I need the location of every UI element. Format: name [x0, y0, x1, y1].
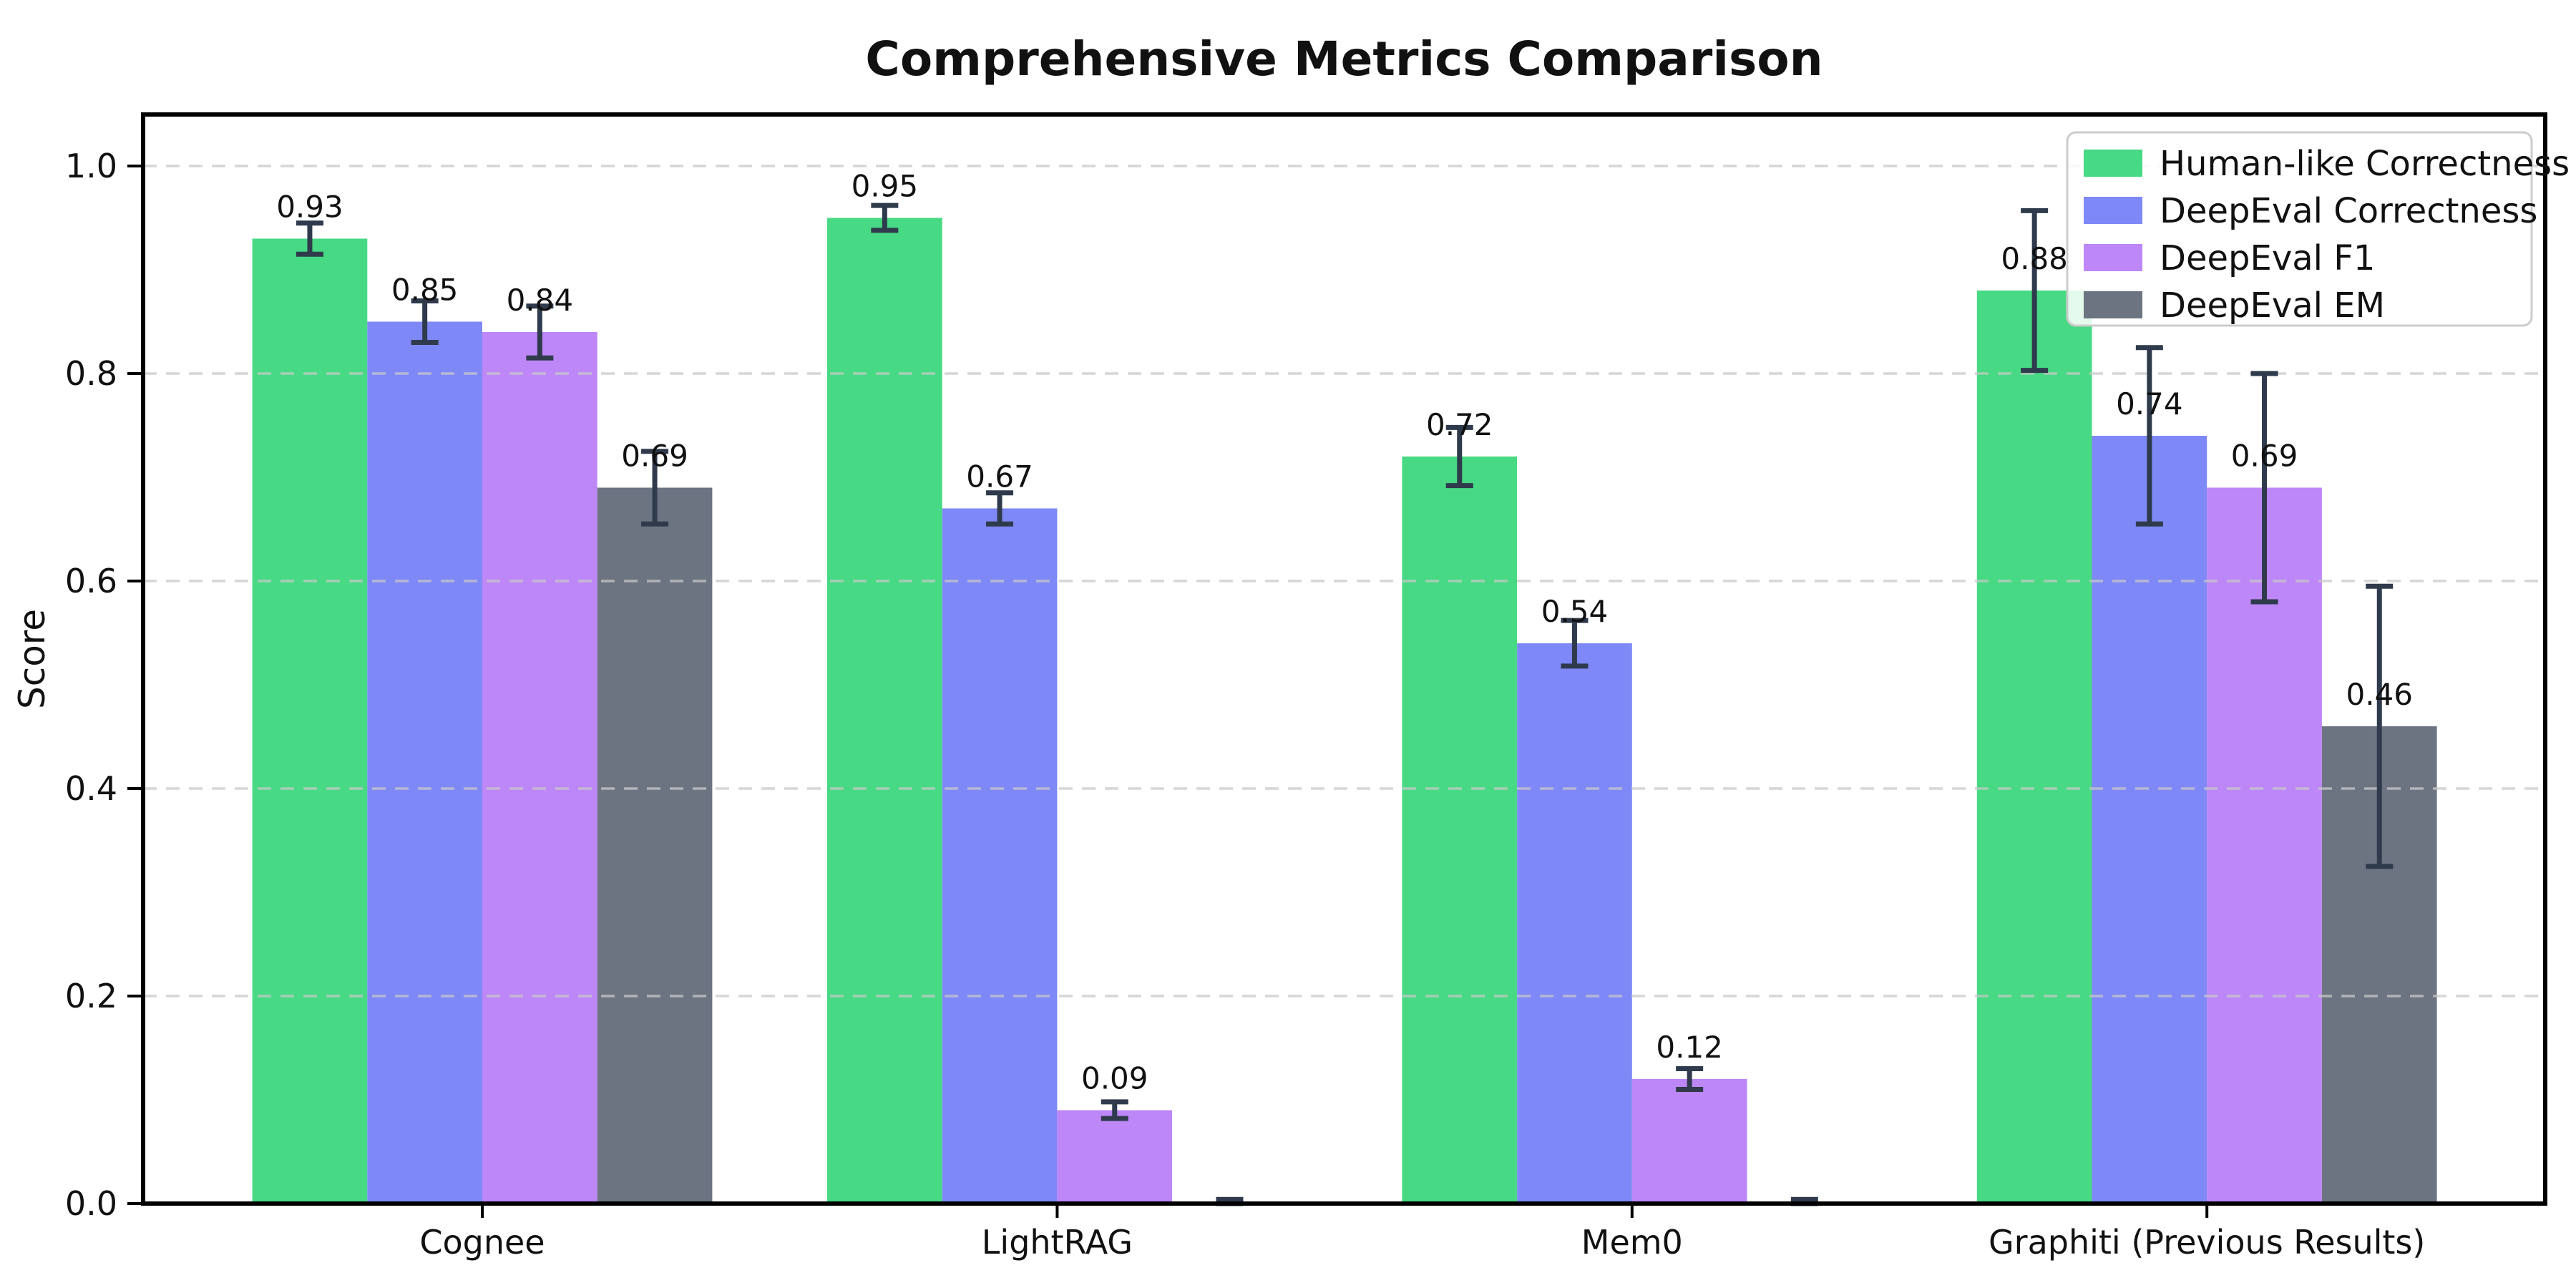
value-label: 0.69	[621, 439, 688, 474]
bars-layer	[252, 218, 2437, 1204]
y-tick-label: 1.0	[65, 147, 117, 185]
x-tick-label: Graphiti (Previous Results)	[1989, 1223, 2425, 1262]
value-labels-layer: 0.93 0.95 0.72 0.88 0.85 0.67 0.54 0.74 0.84 0.09…	[276, 169, 2413, 1096]
legend-swatch	[2084, 150, 2142, 177]
bar	[1057, 1110, 1173, 1204]
legend-item: DeepEval F1	[2084, 238, 2375, 278]
bar	[1402, 457, 1518, 1204]
value-label: 0.93	[276, 190, 343, 225]
value-label: 0.95	[852, 169, 919, 204]
bar	[942, 508, 1058, 1204]
value-label: 0.54	[1541, 594, 1609, 629]
bar	[1976, 291, 2092, 1204]
value-label: 0.74	[2116, 386, 2183, 421]
x-tick-label: LightRAG	[982, 1223, 1133, 1262]
bar	[597, 487, 713, 1204]
bar	[2092, 436, 2207, 1204]
legend-swatch	[2084, 244, 2142, 271]
value-label: 0.84	[507, 283, 574, 318]
value-label: 0.88	[2001, 241, 2068, 276]
legend-item-label: DeepEval F1	[2160, 238, 2375, 278]
chart-title: Comprehensive Metrics Comparison	[865, 31, 1823, 87]
value-label: 0.09	[1081, 1061, 1148, 1096]
legend-item-label: DeepEval Correctness	[2160, 191, 2537, 231]
legend-item-label: DeepEval EM	[2160, 286, 2385, 326]
axes-layer: 0.0 0.2 0.4 0.6 0.8 1.0 Cognee LightRAG Mem0 Grap…	[65, 112, 2547, 1262]
y-tick-label: 0.2	[65, 977, 117, 1015]
bar	[827, 218, 942, 1204]
y-tick-label: 0.4	[65, 769, 117, 808]
legend-item: DeepEval Correctness	[2084, 191, 2537, 231]
y-tick-label: 0.8	[65, 354, 117, 393]
value-label: 0.12	[1656, 1030, 1723, 1065]
bar	[367, 321, 482, 1204]
error-bars-layer	[296, 203, 2394, 1206]
y-axis-label: Score	[11, 609, 53, 709]
value-label: 0.69	[2231, 439, 2298, 474]
legend-item: Human-like Correctness	[2084, 144, 2570, 184]
value-label: 0.72	[1426, 407, 1493, 442]
value-label: 0.46	[2346, 677, 2413, 712]
bar	[252, 238, 368, 1204]
bar	[1517, 643, 1632, 1204]
y-tick-label: 0.6	[65, 562, 117, 600]
legend-swatch	[2084, 291, 2142, 318]
plot-frame	[141, 112, 2547, 1206]
bar	[1631, 1079, 1747, 1204]
legend-item: DeepEval EM	[2084, 286, 2385, 326]
legend-box	[2066, 131, 2533, 327]
x-tick-label: Mem0	[1581, 1223, 1683, 1262]
legend-item-label: Human-like Correctness	[2160, 144, 2570, 184]
legend: Human-like Correctness DeepEval Correctne…	[2066, 131, 2570, 327]
legend-swatch	[2084, 197, 2142, 224]
bar	[482, 332, 597, 1204]
y-tick-label: 0.0	[65, 1184, 117, 1223]
x-tick-label: Cognee	[419, 1223, 545, 1262]
value-label: 0.67	[966, 459, 1033, 494]
value-label: 0.85	[391, 273, 459, 308]
bar	[2207, 487, 2322, 1204]
